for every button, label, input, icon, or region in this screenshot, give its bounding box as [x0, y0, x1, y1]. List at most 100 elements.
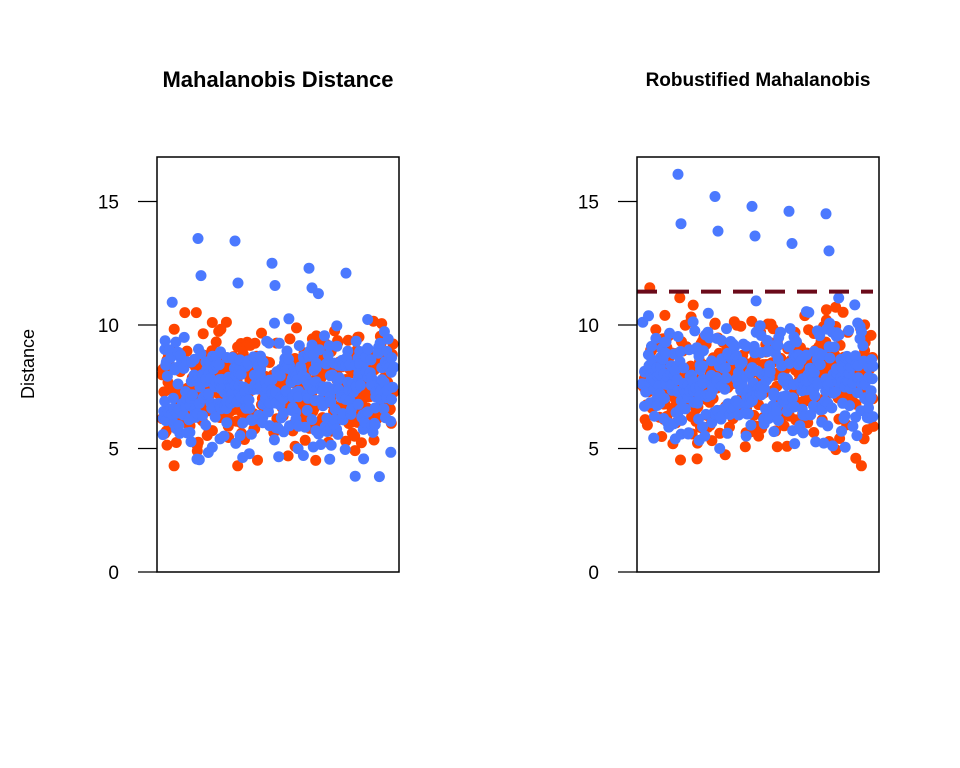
data-point: [352, 398, 364, 410]
y-tick-label: 15: [578, 192, 599, 213]
data-point: [185, 436, 197, 448]
data-point: [699, 430, 711, 442]
data-point: [837, 306, 849, 318]
data-point: [729, 341, 741, 353]
data-point: [712, 225, 724, 237]
data-point: [643, 310, 654, 322]
data-point: [650, 324, 662, 336]
data-point: [306, 414, 318, 425]
data-point: [735, 320, 747, 332]
data-point: [324, 453, 336, 465]
data-point: [660, 347, 672, 359]
data-point: [771, 441, 783, 453]
data-point: [340, 267, 352, 279]
data-point: [664, 327, 676, 339]
y-tick-label: 10: [578, 316, 599, 337]
data-point: [372, 347, 384, 359]
data-point: [197, 410, 208, 422]
data-point: [281, 345, 293, 357]
data-point: [830, 386, 842, 397]
data-point: [167, 392, 179, 404]
data-points: [156, 233, 400, 483]
y-tick-label: 0: [588, 563, 599, 584]
data-point: [369, 419, 381, 431]
data-point: [332, 428, 344, 440]
data-point: [648, 432, 660, 444]
data-point: [697, 421, 708, 433]
data-point: [310, 454, 322, 466]
data-point: [315, 439, 327, 450]
data-point: [257, 356, 269, 368]
data-point: [706, 417, 718, 429]
data-point: [179, 307, 191, 319]
data-point: [836, 425, 847, 437]
data-point: [329, 414, 340, 426]
data-point: [342, 334, 354, 346]
data-point: [659, 309, 671, 321]
data-point: [278, 407, 289, 419]
data-point: [234, 430, 246, 442]
data-point: [772, 415, 784, 426]
data-point: [192, 233, 204, 244]
data-point: [714, 427, 726, 439]
data-point: [378, 403, 390, 415]
data-point: [687, 316, 699, 328]
data-point: [833, 292, 845, 304]
data-point: [818, 437, 830, 449]
data-point: [855, 460, 867, 472]
data-point: [339, 444, 351, 455]
data-points: [636, 168, 879, 472]
data-point: [641, 419, 653, 431]
data-point: [202, 388, 214, 400]
data-point: [822, 420, 834, 432]
data-point: [365, 354, 377, 366]
y-tick-label: 5: [588, 439, 599, 460]
data-point: [749, 230, 761, 242]
data-point: [849, 299, 861, 311]
data-point: [362, 314, 374, 325]
data-point: [702, 307, 714, 319]
data-point: [797, 427, 809, 439]
data-point: [358, 453, 370, 465]
data-point: [810, 436, 822, 448]
data-point: [824, 317, 836, 329]
data-point: [283, 313, 295, 325]
data-point: [746, 315, 758, 327]
data-point: [337, 408, 349, 420]
data-point: [865, 392, 877, 403]
data-point: [170, 437, 182, 448]
data-point: [674, 292, 686, 304]
y-axis: 0 5 10 15: [578, 192, 637, 584]
data-point: [232, 460, 244, 472]
data-point: [843, 325, 855, 336]
y-axis-label: Distance: [18, 329, 38, 399]
data-point: [867, 360, 879, 372]
data-point: [206, 441, 218, 453]
data-point: [740, 340, 752, 352]
data-point: [273, 337, 285, 349]
data-point: [282, 450, 294, 462]
data-point: [190, 307, 202, 319]
data-point: [325, 439, 337, 451]
data-point: [187, 389, 198, 401]
data-point: [791, 336, 802, 348]
y-tick-label: 5: [108, 439, 119, 460]
data-point: [851, 430, 863, 442]
data-point: [263, 406, 274, 418]
y-axis: 0 5 10 15: [98, 192, 157, 584]
data-point: [237, 417, 249, 429]
data-point: [195, 348, 207, 360]
data-point: [195, 270, 207, 282]
data-point: [331, 340, 343, 352]
data-point: [646, 340, 657, 352]
data-point: [249, 337, 261, 349]
data-point: [322, 349, 334, 361]
data-point: [709, 318, 721, 330]
data-point: [299, 421, 311, 433]
data-point: [374, 337, 386, 349]
data-point: [839, 410, 851, 422]
data-point: [218, 430, 230, 442]
data-point: [808, 367, 820, 378]
data-point: [220, 316, 232, 328]
data-point: [268, 434, 280, 446]
